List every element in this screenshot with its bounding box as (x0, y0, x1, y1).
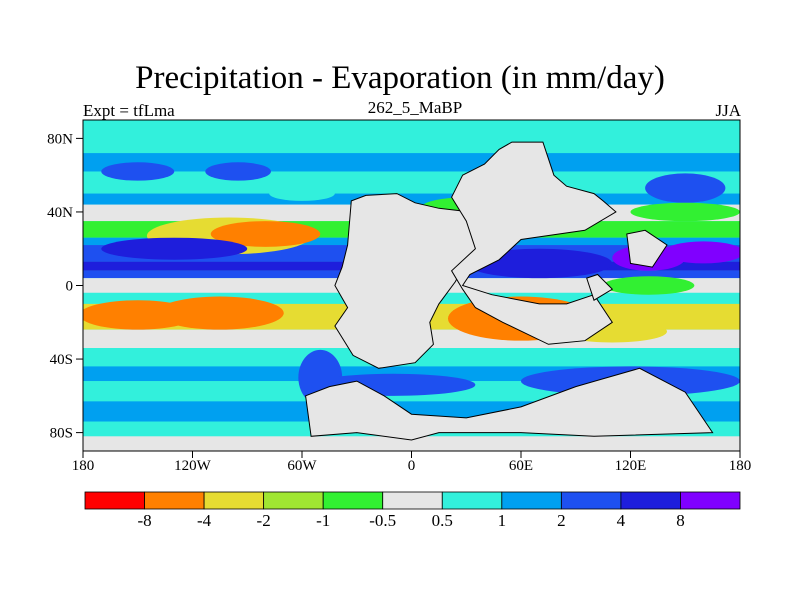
colorbar-label: 8 (676, 511, 685, 530)
y-tick-label: 40S (50, 352, 73, 368)
precip-feature (630, 202, 740, 222)
colorbar-label: 4 (617, 511, 626, 530)
colorbar-swatch (84, 491, 145, 510)
x-tick-label: 180 (729, 458, 752, 474)
age-label: 262_5_MaBP (367, 98, 463, 117)
precip-feature (603, 276, 695, 295)
colorbar-label: -2 (257, 511, 271, 530)
colorbar-label: -8 (137, 511, 151, 530)
colorbar-swatch (382, 491, 443, 510)
colorbar-label: 2 (557, 511, 566, 530)
precip-feature (101, 237, 248, 260)
x-tick-label: 120E (615, 458, 647, 474)
precip-feature (645, 173, 726, 203)
colorbar-swatch (560, 491, 622, 510)
colorbar-swatch (680, 491, 741, 510)
precip-band (83, 171, 740, 194)
colorbar-swatch (263, 491, 324, 510)
continent-antarctica (305, 367, 714, 441)
x-tick-label: 120W (174, 458, 212, 474)
precip-feature (269, 186, 335, 201)
x-tick-label: 60E (509, 458, 533, 474)
colorbar-label: -0.5 (369, 511, 396, 530)
x-tick-label: 60W (287, 458, 317, 474)
colorbar-swatch (203, 491, 265, 510)
y-tick-label: 80N (47, 131, 73, 147)
continent-pangea-east (450, 141, 617, 345)
precip-band (83, 436, 740, 451)
precip-feature (210, 221, 321, 247)
experiment-label: Expt = tfLma (83, 101, 175, 120)
precip-feature (101, 162, 175, 181)
x-tick-label: 0 (408, 458, 416, 474)
continents (305, 141, 714, 441)
map-field (83, 120, 740, 451)
precip-feature (663, 241, 740, 264)
y-tick-label: 40N (47, 205, 73, 221)
colorbar-swatch (441, 491, 503, 510)
colorbar: -8 -4 -2 -1 -0.5 0.5 1 2 4 8 (84, 491, 741, 530)
figure-title: Precipitation - Evaporation (in mm/day) (135, 60, 665, 96)
colorbar-label: 1 (498, 511, 507, 530)
continent-south-asia-island (586, 273, 614, 301)
continent-pangea-west (334, 193, 489, 369)
precip-band (83, 129, 740, 154)
y-tick-label: 80S (50, 426, 73, 442)
colorbar-swatch (144, 491, 205, 510)
y-tick-label: 0 (66, 279, 74, 295)
axis-ticks: 180 120W 60W 0 60E 120E 180 80N 40N 0 40S 80S (47, 131, 751, 474)
colorbar-label: 0.5 (432, 511, 453, 530)
x-tick-label: 180 (72, 458, 95, 474)
precip-feature (119, 333, 266, 349)
colorbar-label: -4 (197, 511, 212, 530)
colorbar-swatch (620, 491, 681, 510)
season-label: JJA (715, 101, 741, 120)
precip-band (83, 153, 740, 172)
colorbar-swatch (322, 491, 384, 510)
precip-feature (156, 296, 284, 330)
continent-east-asia-island (626, 229, 668, 268)
colorbar-swatch (501, 491, 562, 510)
colorbar-label: -1 (316, 511, 330, 530)
precip-feature (205, 162, 271, 181)
precip-band (83, 193, 740, 205)
